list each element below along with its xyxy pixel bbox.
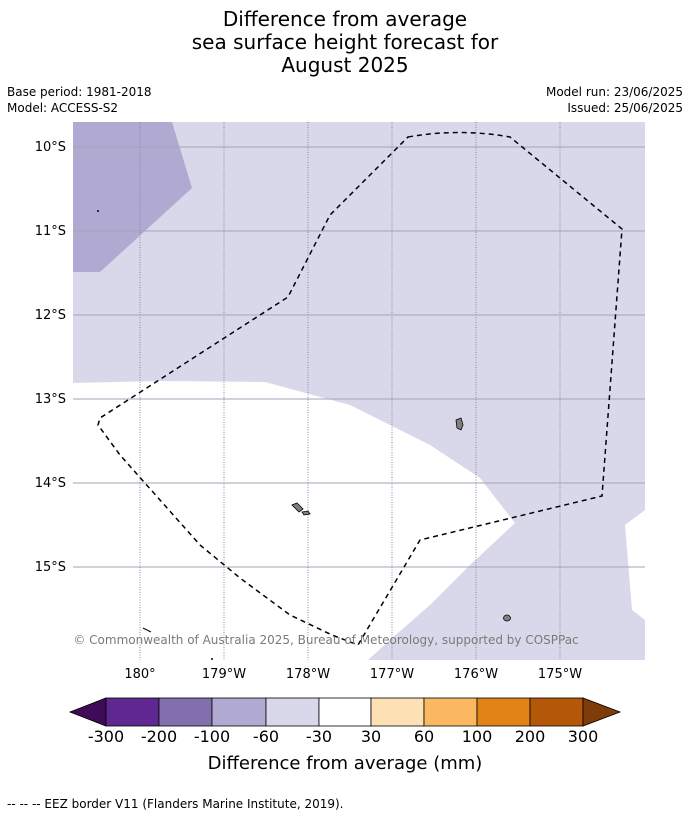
base-period: Base period: 1981-2018 [7, 85, 152, 99]
latitude-labels: 10°S 11°S 12°S 13°S 14°S 15°S [35, 140, 66, 575]
anomaly-band-minus30-30 [73, 381, 515, 660]
title-line-1: Difference from average [222, 7, 468, 31]
colorbar-label: -300 [87, 727, 125, 746]
island-7 [211, 658, 213, 660]
title-line-2: sea surface height forecast for [191, 30, 499, 54]
lat-label: 12°S [35, 308, 66, 323]
island-5 [142, 627, 152, 633]
longitude-labels: 180° 179°W 178°W 177°W 176°W 175°W [124, 667, 582, 682]
lat-label: 15°S [35, 560, 66, 575]
model-run: Model run: 23/06/2025 [545, 85, 683, 99]
colorbar-label: -200 [140, 727, 178, 746]
island-6 [97, 210, 99, 212]
lat-label: 13°S [35, 392, 66, 407]
colorbar-label: 300 [567, 727, 599, 746]
meta-left: Base period: 1981-2018 Model: ACCESS-S2 [7, 84, 152, 116]
copyright-text: © Commonwealth of Australia 2025, Bureau… [73, 633, 578, 647]
islands [97, 210, 511, 660]
colorbar-segment [211, 697, 267, 727]
colorbar-segment [370, 697, 425, 727]
colorbar-segment [265, 697, 320, 727]
island-1 [455, 417, 464, 431]
lon-label: 178°W [286, 667, 330, 682]
colorbar-title: Difference from average (mm) [207, 753, 483, 774]
colorbar-segment [318, 697, 372, 727]
issued-date: Issued: 25/06/2025 [567, 101, 683, 115]
colorbar-segment [105, 697, 160, 727]
lat-label: 14°S [35, 476, 66, 491]
meta-right: Model run: 23/06/2025 Issued: 25/06/2025 [546, 84, 683, 116]
colorbar-extend-low [68, 697, 107, 727]
lat-label: 10°S [35, 140, 66, 155]
colorbar-segment [423, 697, 478, 727]
lon-label: 175°W [538, 667, 582, 682]
colorbar-label: 30 [360, 727, 382, 746]
eez-border [97, 131, 623, 646]
map-area: © Commonwealth of Australia 2025, Bureau… [73, 122, 645, 660]
map-title: Difference from average sea surface heig… [0, 8, 690, 77]
lon-label: 177°W [370, 667, 414, 682]
colorbar-label: -60 [252, 727, 280, 746]
colorbar-segment [529, 697, 584, 727]
anomaly-band-minus100-minus60 [73, 122, 192, 272]
lon-label: 179°W [202, 667, 246, 682]
graticule [73, 122, 645, 660]
anomaly-band-minus30-30-east [625, 510, 645, 620]
colorbar [68, 697, 622, 727]
island-4 [503, 614, 511, 622]
eez-footnote: -- -- -- EEZ border V11 (Flanders Marine… [7, 797, 344, 811]
lon-label: 176°W [454, 667, 498, 682]
colorbar-segment [476, 697, 531, 727]
model-name: Model: ACCESS-S2 [7, 101, 119, 115]
colorbar-label: 60 [413, 727, 435, 746]
lon-label: 180° [124, 667, 155, 682]
colorbar-label: -100 [193, 727, 231, 746]
island-2 [291, 502, 304, 513]
colorbar-label: 200 [514, 727, 546, 746]
title-line-3: August 2025 [281, 53, 409, 77]
lat-label: 11°S [35, 224, 66, 239]
colorbar-label: 100 [461, 727, 493, 746]
colorbar-extend-high [582, 697, 622, 727]
colorbar-segment [158, 697, 213, 727]
island-3 [301, 510, 311, 516]
colorbar-label: -30 [305, 727, 333, 746]
